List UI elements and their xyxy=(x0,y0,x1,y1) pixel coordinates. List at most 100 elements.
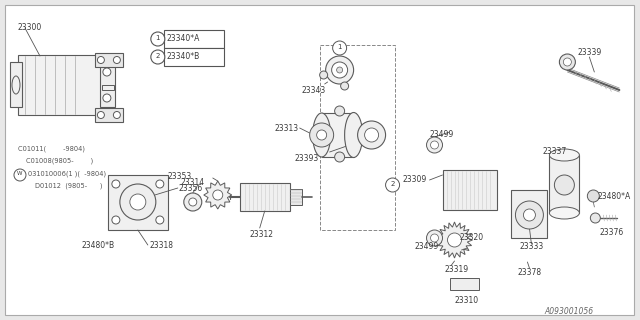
Circle shape xyxy=(189,198,196,206)
Circle shape xyxy=(184,193,202,211)
Text: 23340*A: 23340*A xyxy=(167,34,200,43)
Text: 23333: 23333 xyxy=(520,242,544,251)
Text: 23343: 23343 xyxy=(301,86,326,95)
Circle shape xyxy=(97,111,104,118)
Bar xyxy=(164,48,224,66)
Polygon shape xyxy=(204,181,232,209)
Bar xyxy=(449,278,479,290)
Text: 23356: 23356 xyxy=(179,184,203,193)
Text: 23310: 23310 xyxy=(454,296,479,305)
Circle shape xyxy=(112,216,120,224)
Polygon shape xyxy=(436,222,472,258)
Text: 23339: 23339 xyxy=(577,48,602,57)
Text: 23337: 23337 xyxy=(543,147,566,156)
Bar xyxy=(108,175,168,230)
Bar xyxy=(290,189,301,205)
Circle shape xyxy=(590,213,600,223)
Circle shape xyxy=(151,50,165,64)
Bar xyxy=(102,85,114,90)
Circle shape xyxy=(112,180,120,188)
Text: 23376: 23376 xyxy=(599,228,623,237)
Ellipse shape xyxy=(549,207,579,219)
Bar xyxy=(511,190,547,238)
Text: 23320: 23320 xyxy=(460,233,484,242)
Circle shape xyxy=(310,123,333,147)
Circle shape xyxy=(103,94,111,102)
Text: C01011(        -9804): C01011( -9804) xyxy=(18,145,85,151)
Bar xyxy=(100,62,115,107)
Circle shape xyxy=(319,71,328,79)
Circle shape xyxy=(120,184,156,220)
Text: 23499: 23499 xyxy=(429,130,454,139)
Circle shape xyxy=(332,62,348,78)
Ellipse shape xyxy=(344,113,363,157)
Circle shape xyxy=(335,152,344,162)
Circle shape xyxy=(335,106,344,116)
Circle shape xyxy=(113,57,120,63)
Circle shape xyxy=(130,194,146,210)
Circle shape xyxy=(358,121,385,149)
Circle shape xyxy=(212,190,223,200)
Circle shape xyxy=(559,54,575,70)
Bar xyxy=(164,30,224,48)
Circle shape xyxy=(333,41,347,55)
Text: 23499: 23499 xyxy=(415,242,439,251)
Text: 23309: 23309 xyxy=(403,175,427,184)
Text: 23300: 23300 xyxy=(18,23,42,32)
Text: 031010006(1 )(  -9804): 031010006(1 )( -9804) xyxy=(28,170,106,177)
Text: 23314: 23314 xyxy=(181,178,205,187)
Circle shape xyxy=(524,209,536,221)
Text: D01012  (9805-      ): D01012 (9805- ) xyxy=(35,182,102,188)
Bar xyxy=(319,45,395,230)
Circle shape xyxy=(385,178,399,192)
Bar xyxy=(95,108,123,122)
Bar xyxy=(240,183,290,211)
Bar xyxy=(549,155,579,213)
Bar xyxy=(18,55,103,115)
Text: 23378: 23378 xyxy=(517,268,541,277)
Text: 23393: 23393 xyxy=(294,154,319,163)
Circle shape xyxy=(151,32,165,46)
Circle shape xyxy=(588,190,599,202)
Circle shape xyxy=(97,57,104,63)
Circle shape xyxy=(156,180,164,188)
Circle shape xyxy=(103,68,111,76)
Text: 23312: 23312 xyxy=(250,230,274,239)
Text: C01008(9805-        ): C01008(9805- ) xyxy=(26,157,93,164)
Circle shape xyxy=(515,201,543,229)
Circle shape xyxy=(113,111,120,118)
Text: 1: 1 xyxy=(156,35,160,41)
Ellipse shape xyxy=(313,113,331,157)
Text: W: W xyxy=(17,171,23,176)
Text: 23313: 23313 xyxy=(275,124,299,133)
Circle shape xyxy=(563,58,572,66)
Text: 23480*B: 23480*B xyxy=(82,241,115,250)
Circle shape xyxy=(317,130,326,140)
Text: 23480*A: 23480*A xyxy=(597,192,630,201)
Circle shape xyxy=(426,137,442,153)
Circle shape xyxy=(340,82,349,90)
Text: 23340*B: 23340*B xyxy=(167,52,200,61)
Bar xyxy=(10,62,22,107)
Text: A093001056: A093001056 xyxy=(545,307,593,316)
Circle shape xyxy=(447,233,461,247)
Circle shape xyxy=(431,141,438,149)
Circle shape xyxy=(14,169,26,181)
Circle shape xyxy=(326,56,354,84)
Text: 23319: 23319 xyxy=(445,265,468,274)
Circle shape xyxy=(365,128,379,142)
Text: 23318: 23318 xyxy=(150,241,174,250)
Ellipse shape xyxy=(12,76,20,94)
Text: 2: 2 xyxy=(156,53,160,59)
Text: 1: 1 xyxy=(337,44,342,50)
Circle shape xyxy=(426,230,442,246)
Text: 2: 2 xyxy=(390,181,395,187)
Circle shape xyxy=(156,216,164,224)
Bar xyxy=(322,113,354,157)
Ellipse shape xyxy=(549,149,579,161)
Text: 23353: 23353 xyxy=(168,172,192,181)
Bar xyxy=(95,53,123,67)
Circle shape xyxy=(431,234,438,242)
Circle shape xyxy=(554,175,574,195)
Circle shape xyxy=(337,67,342,73)
